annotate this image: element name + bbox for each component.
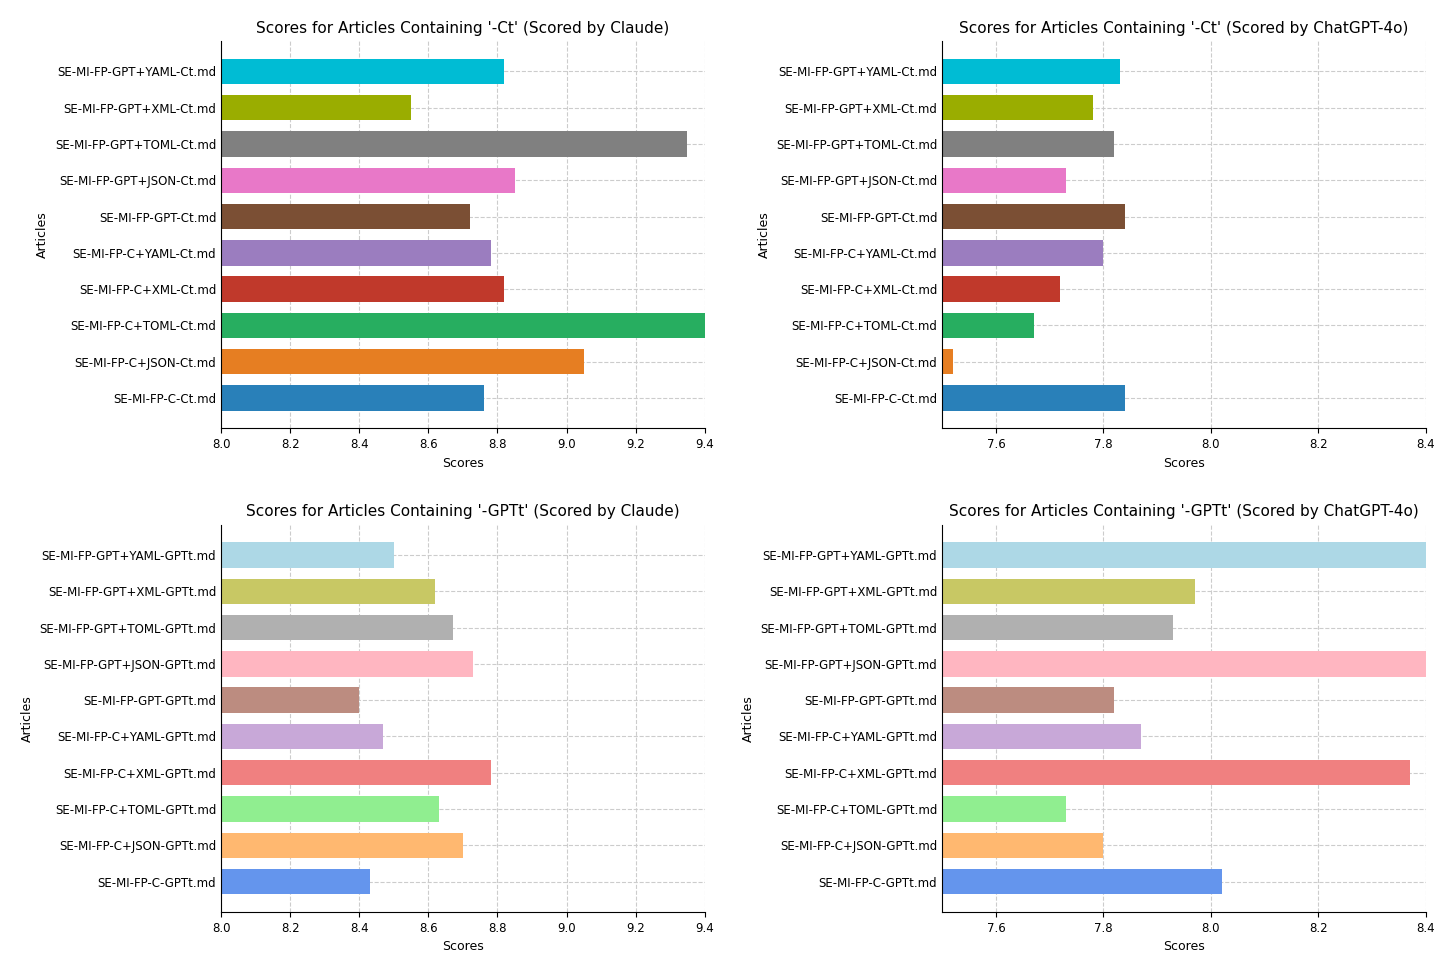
Bar <box>942 579 1195 604</box>
Bar <box>221 579 435 604</box>
Bar <box>221 313 757 338</box>
Title: Scores for Articles Containing '-GPTt' (Scored by ChatGPT-4o): Scores for Articles Containing '-GPTt' (… <box>949 505 1420 519</box>
Bar <box>942 797 1066 822</box>
Y-axis label: Articles: Articles <box>36 211 50 258</box>
Bar <box>942 241 1104 266</box>
Bar <box>942 760 1409 785</box>
Bar <box>221 95 411 121</box>
Title: Scores for Articles Containing '-GPTt' (Scored by Claude): Scores for Articles Containing '-GPTt' (… <box>246 505 680 519</box>
Bar <box>221 131 687 157</box>
Title: Scores for Articles Containing '-Ct' (Scored by ChatGPT-4o): Scores for Articles Containing '-Ct' (Sc… <box>960 20 1409 36</box>
Bar <box>942 277 1060 302</box>
Bar <box>221 797 438 822</box>
Bar <box>942 869 1222 894</box>
Bar <box>942 543 1456 568</box>
Bar <box>221 386 483 411</box>
Y-axis label: Articles: Articles <box>20 694 33 741</box>
Bar <box>221 760 491 785</box>
Bar <box>221 58 504 84</box>
X-axis label: Scores: Scores <box>1163 457 1206 469</box>
Bar <box>942 724 1142 749</box>
Y-axis label: Articles: Articles <box>757 211 770 258</box>
Bar <box>221 204 470 229</box>
Bar <box>942 95 1092 121</box>
Bar <box>942 168 1066 193</box>
Bar <box>221 724 383 749</box>
X-axis label: Scores: Scores <box>1163 940 1206 954</box>
Bar <box>221 869 370 894</box>
Bar <box>942 58 1120 84</box>
Bar <box>942 615 1174 640</box>
Title: Scores for Articles Containing '-Ct' (Scored by Claude): Scores for Articles Containing '-Ct' (Sc… <box>256 20 670 36</box>
Bar <box>942 131 1114 157</box>
Bar <box>221 349 584 374</box>
Bar <box>221 277 504 302</box>
Bar <box>221 833 463 858</box>
Y-axis label: Articles: Articles <box>743 694 754 741</box>
Bar <box>942 386 1125 411</box>
Bar <box>221 543 395 568</box>
X-axis label: Scores: Scores <box>443 457 483 469</box>
Bar <box>221 652 473 677</box>
Bar <box>942 349 954 374</box>
Bar <box>942 688 1114 713</box>
Bar <box>221 241 491 266</box>
Bar <box>942 313 1034 338</box>
Bar <box>221 688 360 713</box>
Bar <box>942 204 1125 229</box>
Bar <box>942 833 1104 858</box>
X-axis label: Scores: Scores <box>443 940 483 954</box>
Bar <box>221 168 515 193</box>
Bar <box>942 652 1456 677</box>
Bar <box>221 615 453 640</box>
